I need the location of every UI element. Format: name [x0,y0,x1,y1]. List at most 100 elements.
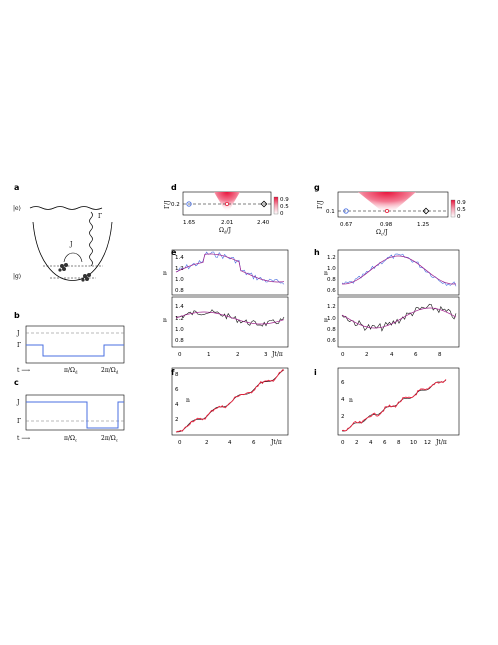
b-tick-2: 2π/Ωd [101,367,119,375]
d-xtick-2: 2.40 [257,220,270,226]
d-ytick: 0.2 [171,202,180,208]
h-top-ytick-1: 1.0 [327,266,336,272]
i-ytick-0: 6 [341,380,345,386]
colorbar-d-mid: 0.5 [280,204,289,210]
b-gamma-label: Γ [17,342,21,349]
marker-blue-d [186,201,192,207]
e-xtick-3: 3 [264,352,268,358]
e-bot-ytick-2: 1.0 [175,327,184,333]
e-bot-ylabel: n [163,317,167,324]
e-top-ytick-3: 0.8 [175,288,184,294]
b-time-arrow: t ⟶ [17,367,30,374]
f-xlabel: Jt/π [270,439,282,446]
colorbar-d-min: 0 [280,211,284,217]
h-bot-ytick-3: 0.6 [327,338,336,344]
i-theory-black [341,379,447,432]
g-xtick-0: 0.67 [340,222,353,228]
e-xtick-2: 2 [236,352,240,358]
h-bot-ylabel: n [324,317,328,324]
decay-label: Γ [98,213,102,220]
e-bot-ytick-0: 1.4 [175,304,184,310]
e-bot-theory-magenta [175,311,285,325]
e-top-ytick-0: 1.4 [175,255,184,261]
colorbar-d [273,196,279,215]
e-top-theory-magenta [175,253,285,283]
e-top-ytick-2: 1.0 [175,277,184,283]
panel-label-b: b [14,311,20,320]
f-ytick-1: 6 [175,387,179,393]
c-time-arrow: t ⟶ [17,435,30,442]
panel-label-h: h [314,248,320,257]
panel-label-i: i [314,368,317,377]
b-tick-1: π/Ωd [64,367,78,375]
schematic-b: J Γ t ⟶ π/Ωd 2π/Ωd [16,325,125,375]
chart-f: n 8 6 4 2 0 2 4 6 Jt/π [171,367,289,446]
panel-label-g: g [314,183,320,192]
h-xtick-1: 2 [365,352,369,358]
h-bot-frame [337,296,460,348]
h-bot-ytick-2: 0.8 [327,327,336,333]
marker-black-g [422,207,430,215]
h-top-ytick-3: 0.6 [327,288,336,294]
phase-diagram-g: 0.9 0.5 0 0.1 Γ/J 0.67 0.98 1.25 Ωc/J [317,191,466,237]
i-ylabel: n [349,397,353,404]
panel-label-d: d [171,183,177,192]
h-bot-ytick-1: 1.0 [327,316,336,322]
schematic-a: |e⟩ |g⟩ Γ J [13,205,113,282]
g-ytick: 0.1 [326,209,335,215]
atom-cluster-left [58,263,68,272]
c-tick-1: π/Ωc [64,435,78,443]
f-data-trace-red [175,369,285,433]
e-bot-frame [171,296,289,348]
g-xtick-1: 0.98 [380,222,393,228]
panel-label-a: a [14,183,19,192]
e-bot-ytick-1: 1.2 [175,316,184,322]
f-xtick-3: 6 [252,440,256,446]
d-ylabel: Γ/J [164,200,171,209]
h-xtick-0: 0 [341,352,345,358]
h-xtick-4: 8 [438,352,442,358]
c-j-label: J [16,399,20,406]
i-xtick-5: 10 [410,440,417,446]
e-top-frame [171,249,289,296]
hopping-label: J [69,241,73,248]
i-data-trace-red [341,379,447,432]
d-xtick-0: 1.65 [183,220,196,226]
resonance-region-g [358,192,416,216]
panel-label-c: c [14,378,19,387]
g-xtick-2: 1.25 [417,222,430,228]
i-frame [337,367,460,436]
colorbar-g-mid: 0.5 [457,207,466,213]
g-ylabel: Γ/J [317,200,324,209]
e-xtick-1: 1 [207,352,211,358]
excited-state-label: |e⟩ [13,205,21,212]
i-xtick-4: 8 [397,440,401,446]
d-xlabel: Ωd/J [219,227,232,235]
phase-diagram-d: 0.9 0.5 0 0.2 Γ/J 1.65 2.01 2.40 Ωd/J [164,191,289,235]
i-xtick-3: 6 [383,440,387,446]
h-bot-data-trace [341,303,457,332]
g-xlabel: Ωc/J [376,229,388,237]
c-tick-2: 2π/Ωc [101,435,119,443]
chart-h: n n 1.2 1.0 0.8 0.6 1.2 1.0 0.8 0.6 0 2 … [324,249,460,358]
ground-state-label: |g⟩ [13,273,21,280]
hopping-arrow [63,252,83,263]
e-top-ylabel: n [163,270,167,277]
colorbar-g [450,199,456,218]
trap-potential [32,221,113,281]
panel-label-e: e [171,248,177,257]
e-bot-data-trace [175,309,285,327]
h-top-frame [337,249,460,296]
f-xtick-0: 0 [178,440,182,446]
i-ytick-2: 2 [341,414,345,420]
chart-e: n n 1.4 1.2 1.0 0.8 1.4 1.2 1.0 0.8 0 1 … [163,249,289,358]
marker-red-g [384,208,389,213]
e-bot-ytick-3: 0.8 [175,338,184,344]
e-xlabel: Jt/π [271,351,283,358]
f-xtick-1: 2 [205,440,209,446]
h-top-data-trace [341,253,457,287]
e-top-data-trace [175,251,285,285]
marker-blue-g [343,208,349,214]
h-top-ytick-2: 0.8 [327,277,336,283]
